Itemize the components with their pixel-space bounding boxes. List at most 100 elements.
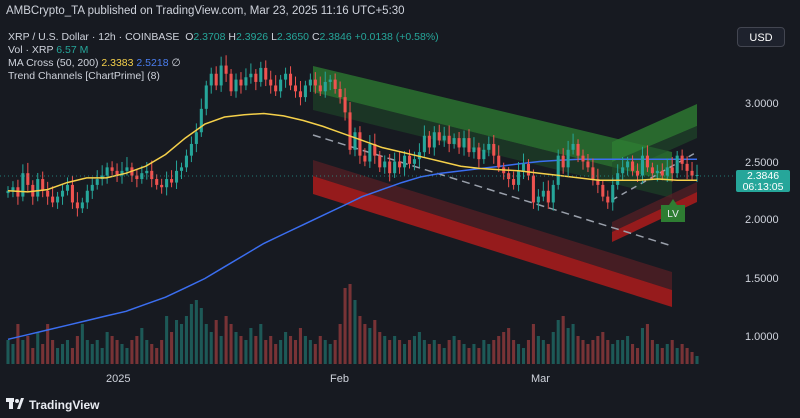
ma-row[interactable]: MA Cross (50, 200) 2.3383 2.5218 ∅	[8, 57, 439, 70]
volume-bar	[660, 348, 664, 364]
candle-body	[546, 190, 550, 203]
candle-body	[680, 155, 684, 164]
price-tick-1: 1.0000	[745, 331, 779, 343]
volume-bar	[110, 336, 114, 364]
candle-body	[665, 167, 669, 176]
volume-bar	[160, 340, 164, 364]
candle-body	[383, 161, 387, 168]
candle-body	[432, 132, 436, 148]
volume-bar	[447, 340, 451, 364]
volume-bar	[645, 324, 649, 364]
candle-body	[279, 79, 283, 92]
volume-bar	[65, 340, 70, 364]
volume-bar	[621, 340, 625, 364]
volume-bar	[507, 328, 511, 364]
candle-body	[452, 138, 456, 144]
candle-body	[254, 73, 258, 82]
volume-bar	[56, 348, 60, 364]
candle-body	[541, 190, 545, 197]
tradingview-branding[interactable]: TradingView	[6, 398, 99, 412]
volume-bar	[209, 332, 213, 364]
candle-body	[189, 143, 193, 156]
candle-body	[184, 155, 188, 168]
candle-body	[274, 85, 278, 92]
candle-body	[621, 167, 625, 174]
volume-bar	[234, 332, 238, 364]
candle-body	[145, 170, 149, 174]
price-tick-1-5: 1.5000	[745, 273, 779, 285]
volume-bar	[274, 344, 278, 364]
volume-bar	[140, 328, 144, 364]
candle-body	[457, 138, 461, 148]
volume-bar	[606, 340, 610, 364]
candle-body	[6, 190, 10, 194]
open-label: O	[185, 31, 194, 43]
symbol-name[interactable]: XRP / U.S. Dollar · 12h · COINBASE	[8, 31, 180, 43]
candle-body	[199, 108, 203, 133]
volume-bar	[521, 348, 526, 364]
ma200-value: 2.5218	[136, 57, 169, 69]
volume-bar	[145, 340, 149, 364]
volume-bar	[442, 348, 446, 364]
volume-bar	[457, 340, 461, 364]
volume-bar	[170, 332, 174, 364]
volume-bar	[284, 332, 288, 364]
candle-body	[477, 147, 481, 160]
volume-bar	[125, 348, 129, 364]
volume-bar	[640, 328, 645, 364]
volume-row[interactable]: Vol · XRP 6.57 M	[8, 44, 439, 57]
volume-bars	[6, 284, 699, 364]
candle-body	[442, 135, 446, 141]
lv-marker[interactable]: LV	[661, 199, 685, 222]
volume-bar	[80, 324, 84, 364]
price-tick-3: 3.0000	[745, 98, 779, 110]
candle-body	[576, 143, 580, 156]
candle-body	[690, 170, 694, 176]
candle-body	[115, 170, 119, 176]
candle-body	[551, 184, 555, 203]
volume-bar	[135, 336, 139, 364]
candle-body	[165, 179, 169, 188]
currency-button[interactable]: USD	[737, 27, 785, 47]
symbol-row[interactable]: XRP / U.S. Dollar · 12h · COINBASE O2.37…	[8, 31, 439, 44]
volume-bar	[616, 340, 620, 364]
volume-bar	[318, 336, 322, 364]
candle-body	[407, 155, 412, 164]
volume-bar	[378, 332, 382, 364]
bar-countdown: 06:13:05	[742, 181, 784, 193]
candle-body	[631, 161, 635, 171]
candle-body	[209, 73, 213, 86]
volume-bar	[289, 336, 293, 364]
volume-bar	[403, 344, 407, 364]
candle-body	[586, 161, 590, 168]
volume-bar	[566, 328, 570, 364]
candle-body	[219, 65, 223, 86]
volume-bar	[279, 340, 283, 364]
candle-body	[427, 135, 431, 148]
candle-body	[640, 155, 645, 176]
volume-bar	[432, 340, 436, 364]
volume-bar	[517, 344, 521, 364]
volume-bar	[254, 336, 258, 364]
red-channel-lower	[313, 176, 672, 307]
volume-bar	[373, 320, 377, 364]
candle-body	[521, 163, 526, 171]
volume-bar	[561, 316, 565, 364]
candle-body	[303, 85, 307, 98]
volume-bar	[541, 340, 545, 364]
candle-body	[472, 147, 476, 153]
volume-bar	[477, 348, 481, 364]
volume-bar	[680, 344, 684, 364]
candle-body	[571, 143, 575, 150]
candle-body	[412, 159, 416, 164]
volume-bar	[368, 328, 372, 364]
candle-body	[204, 85, 208, 109]
volume-bar	[75, 336, 79, 364]
trend-row[interactable]: Trend Channels [ChartPrime] (8)	[8, 70, 439, 83]
candle-body	[482, 149, 486, 160]
trend-label: Trend Channels [ChartPrime] (8)	[8, 70, 160, 82]
candle-body	[323, 81, 327, 92]
candle-body	[368, 143, 372, 162]
volume-bar	[417, 332, 421, 364]
